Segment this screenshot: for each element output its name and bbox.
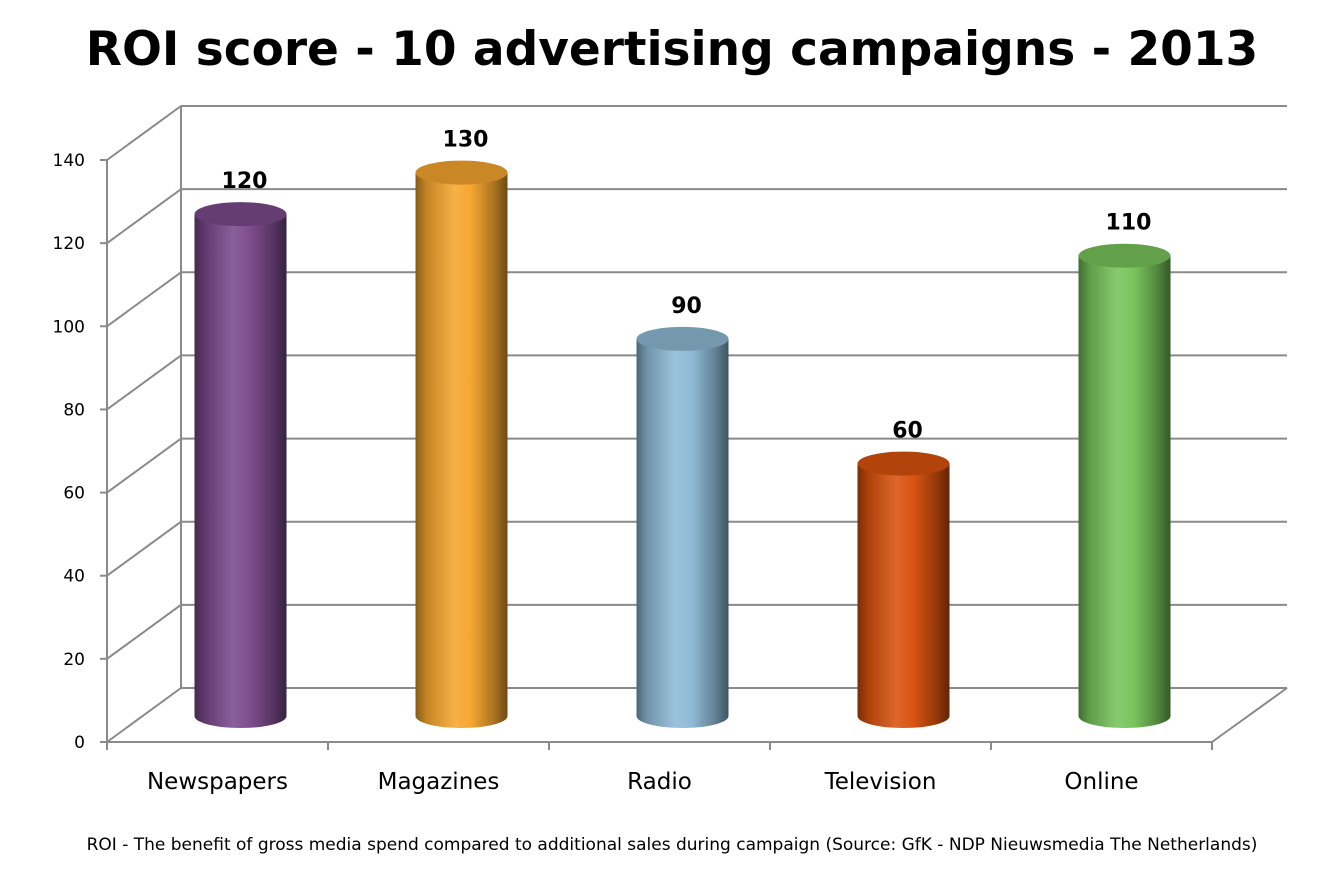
y-tick-label: 60	[63, 484, 85, 504]
gridline-side-120	[106, 188, 182, 244]
x-tick-label: Television	[824, 769, 937, 795]
bar-television	[857, 451, 950, 728]
floor-right-edge	[1211, 687, 1288, 743]
data-label: 130	[443, 128, 489, 153]
gridline-side-140	[106, 105, 182, 161]
chart-footnote: ROI - The benefit of gross media spend c…	[86, 835, 1258, 855]
x-tick-label: Magazines	[378, 769, 500, 795]
bar-top	[857, 451, 950, 476]
gridline-side-80	[106, 354, 182, 411]
x-tick-label: Online	[1064, 769, 1138, 795]
bar-magazines	[415, 160, 508, 729]
bar-body	[415, 172, 508, 729]
data-label: 120	[222, 169, 268, 194]
bars-layer	[194, 160, 1171, 729]
bar-top	[194, 202, 287, 227]
data-label: 110	[1106, 211, 1152, 236]
chart-title: ROI score - 10 advertising campaigns - 2…	[85, 22, 1259, 77]
y-tick-label: 140	[53, 151, 85, 171]
bar-top	[636, 326, 729, 351]
data-label: 60	[892, 419, 923, 444]
y-tick-label: 80	[63, 400, 85, 420]
gridline-side-20	[106, 604, 182, 660]
axis-layer: 0 20 40 60 80 100 120 140	[53, 151, 1213, 753]
bar-body	[1078, 255, 1171, 728]
bar-top	[415, 160, 508, 185]
bar-body	[636, 338, 729, 728]
y-tick-label: 120	[53, 234, 85, 254]
gridline-side-0	[106, 687, 182, 743]
bar-body	[857, 463, 950, 728]
gridline-side-40	[106, 520, 182, 577]
y-tick-label: 100	[53, 317, 85, 337]
y-tick-label: 20	[63, 650, 85, 670]
bar-body	[194, 214, 287, 729]
bar-radio	[636, 326, 729, 728]
x-tick-label: Newspapers	[147, 769, 288, 795]
labels-layer: 120 Newspapers 130 Magazines 90 Radio 60 Televi…	[147, 128, 1151, 795]
data-label: 90	[671, 294, 702, 319]
y-tick-label: 0	[74, 733, 85, 753]
gridline-side-60	[106, 437, 182, 494]
y-tick-label: 40	[63, 567, 85, 587]
x-tick-label: Radio	[627, 769, 692, 795]
gridline-side-100	[106, 271, 182, 328]
bar-top	[1078, 243, 1171, 268]
bar-newspapers	[194, 202, 287, 729]
bar-online	[1078, 243, 1171, 728]
